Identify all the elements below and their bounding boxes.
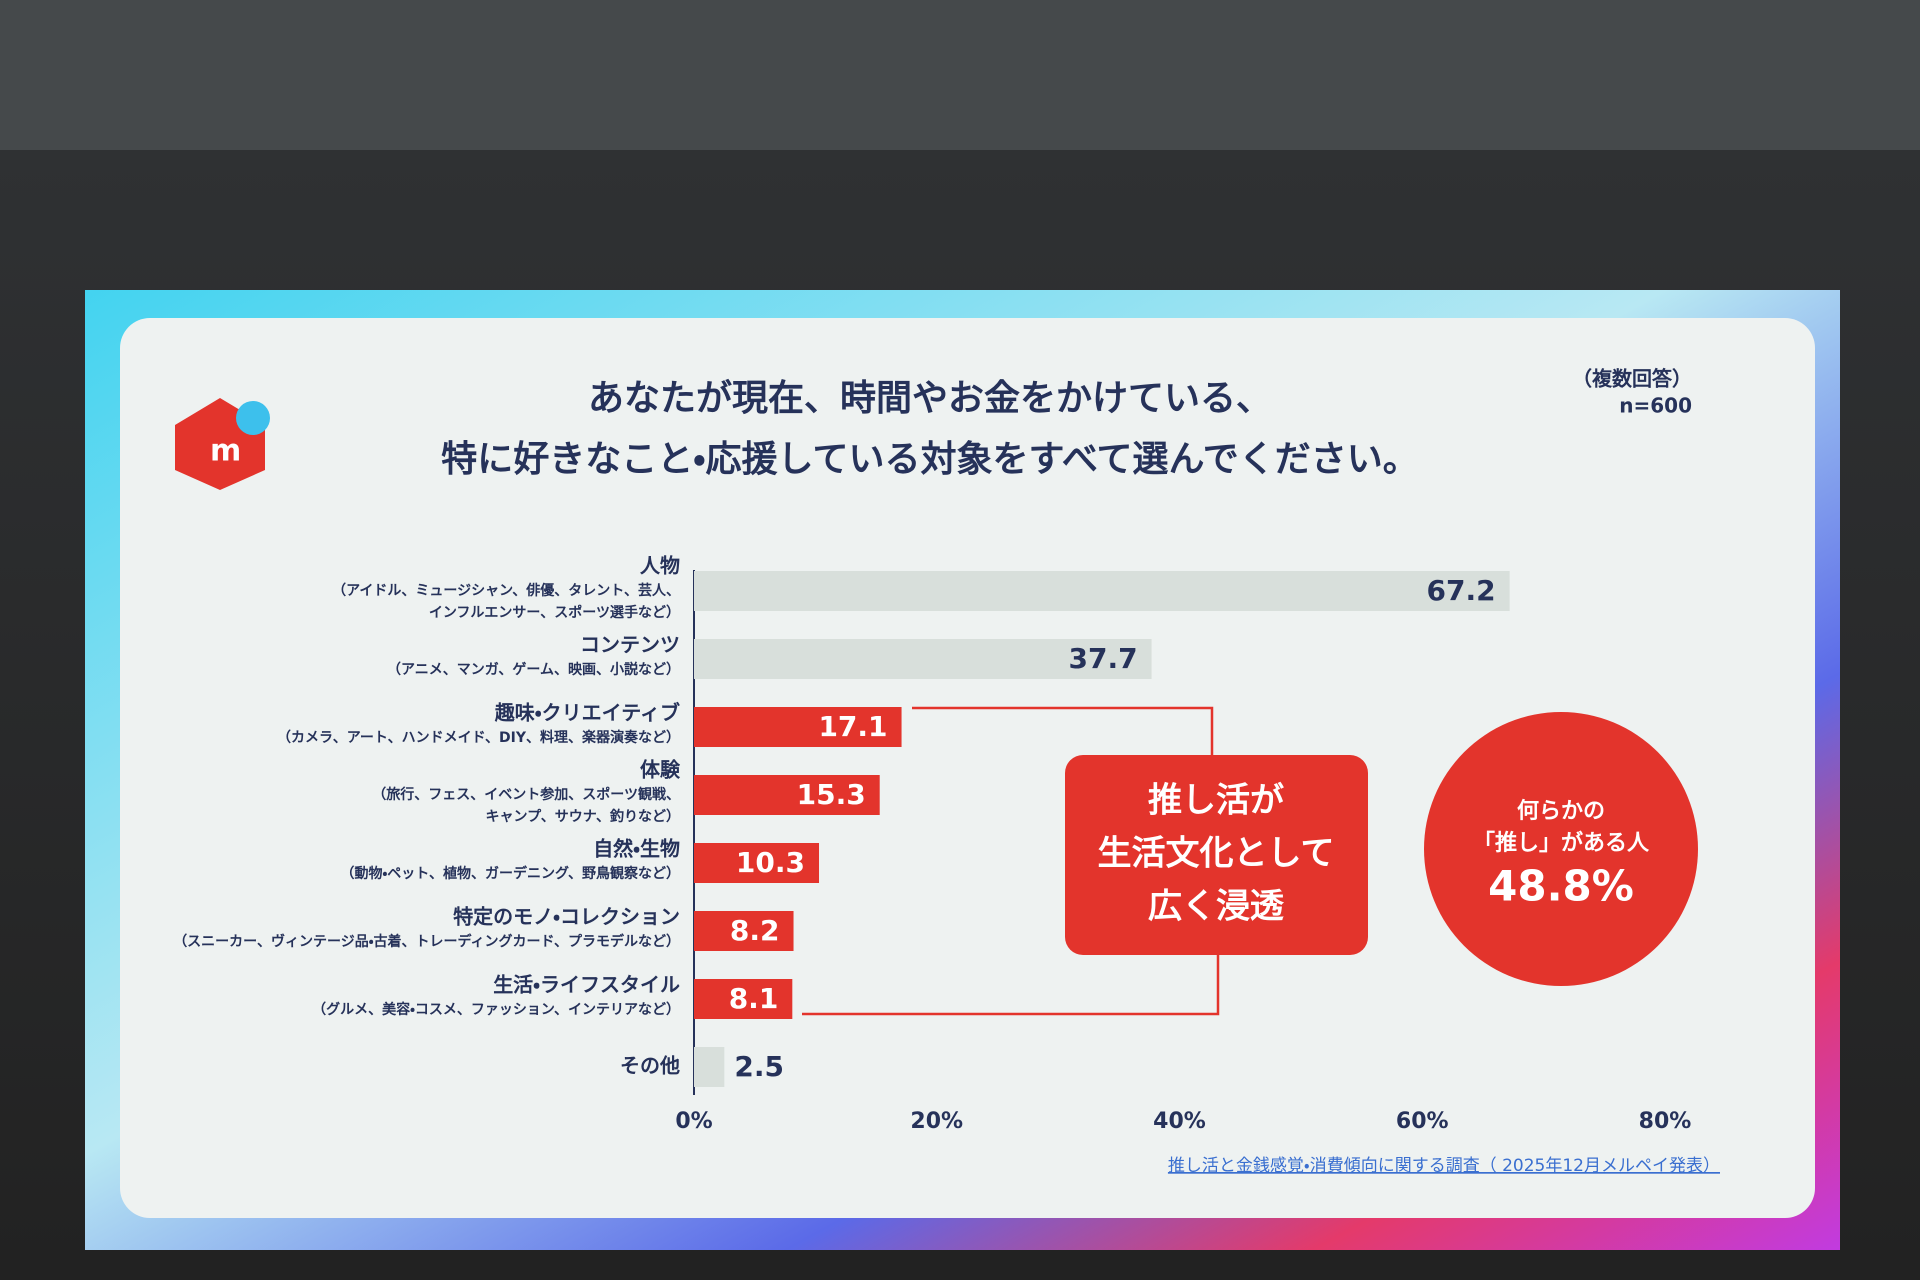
value-label: 37.7 (1068, 642, 1137, 675)
chart-title: あなたが現在、時間やお金をかけている、 (588, 378, 1272, 419)
category-note: インフルエンサー、スポーツ選手など） (429, 604, 680, 621)
logo-letter: m (210, 434, 241, 469)
badge-circle (1424, 712, 1698, 986)
bar (694, 979, 793, 1019)
x-tick-label: 60% (1396, 1109, 1449, 1134)
note: n=600 (1619, 394, 1692, 418)
category-note: （動物・ペット、植物、ガーデニング、野鳥観察など） (341, 865, 681, 882)
bar (694, 1047, 725, 1087)
value-label: 2.5 (734, 1050, 784, 1083)
callout-text: 広く浸透 (1148, 887, 1285, 927)
x-tick-label: 0% (675, 1109, 712, 1134)
bracket-line (912, 706, 1214, 756)
category-label: その他 (620, 1054, 680, 1078)
category-note: （カメラ、アート、ハンドメイド、DIY、料理、楽器演奏など） (277, 729, 680, 746)
bar (694, 639, 1152, 679)
callout-text: 生活文化として (1098, 834, 1335, 874)
badge-text: 「推し」がある人 (1473, 830, 1650, 856)
category-label: 人物 (639, 554, 680, 578)
logo-dot (236, 401, 270, 435)
x-tick-label: 80% (1639, 1109, 1692, 1134)
bar (694, 775, 880, 815)
chart-title: 特に好きなこと・応援している対象をすべて選んでください。 (441, 439, 1418, 480)
source: 推し活と金銭感覚・消費傾向に関する調査（ 2025年12月メルペイ発表） (1168, 1156, 1720, 1176)
slide-panel (120, 318, 1815, 1218)
badge-text: 何らかの (1517, 798, 1605, 824)
value-label: 15.3 (797, 778, 866, 811)
category-label: 趣味・クリエイティブ (494, 701, 680, 725)
category-note: （アニメ、マンガ、ゲーム、映画、小説など） (387, 661, 680, 678)
category-label: 自然・生物 (593, 837, 680, 861)
callout-box (1065, 755, 1368, 955)
category-label: 体験 (640, 758, 681, 782)
callout-text: 推し活が (1148, 781, 1284, 821)
note: （複数回答） (1572, 367, 1692, 391)
value-label: 67.2 (1427, 574, 1496, 607)
value-label: 8.1 (729, 982, 779, 1015)
bar (694, 843, 820, 883)
value-label: 10.3 (736, 846, 805, 879)
category-note: （スニーカー、ヴィンテージ品・古着、トレーディングカード、プラモデルなど） (173, 933, 680, 950)
x-tick-label: 40% (1153, 1109, 1206, 1134)
x-tick-label: 20% (910, 1109, 963, 1134)
category-label: 特定のモノ・コレクション (453, 905, 680, 929)
value-label: 17.1 (818, 710, 887, 743)
bar (694, 911, 794, 951)
bar (694, 571, 1510, 611)
category-note: キャンプ、サウナ、釣りなど） (486, 808, 680, 825)
badge-value: 48.8% (1488, 862, 1634, 911)
category-label: 生活・ライフスタイル (493, 973, 680, 997)
category-note: （アイドル、ミュージシャン、俳優、タレント、芸人、 (332, 582, 680, 599)
bar (694, 707, 902, 747)
logo: m (175, 398, 270, 490)
bracket-line (802, 955, 1220, 1016)
bracket (802, 706, 1220, 1016)
category-note: （グルメ、美容・コスメ、ファッション、インテリアなど） (312, 1001, 680, 1018)
ceiling (0, 0, 1920, 150)
category-note: （旅行、フェス、イベント参加、スポーツ観戦、 (372, 786, 680, 803)
value-label: 8.2 (730, 914, 780, 947)
category-label: コンテンツ (580, 633, 680, 657)
